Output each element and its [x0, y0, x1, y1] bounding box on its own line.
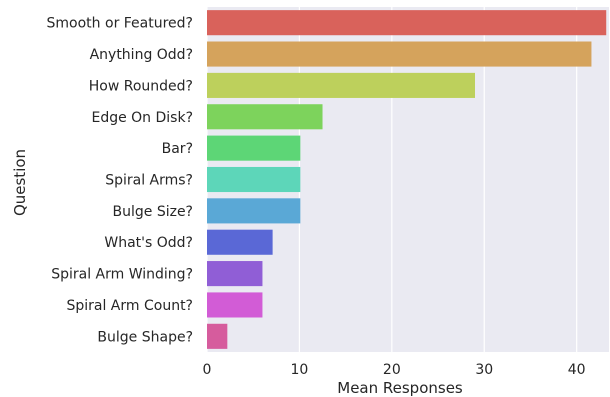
bar — [207, 72, 475, 98]
bar — [207, 323, 228, 349]
x-tick-label: 30 — [475, 362, 493, 378]
y-tick-label: How Rounded? — [89, 78, 193, 94]
y-tick-label: Spiral Arm Winding? — [51, 267, 193, 283]
bar — [207, 10, 607, 36]
x-tick-label: 20 — [383, 362, 401, 378]
y-tick-label: Bulge Size? — [113, 204, 194, 220]
x-tick-label: 40 — [568, 362, 586, 378]
bar — [207, 104, 323, 130]
y-tick-labels: Smooth or Featured? Anything Odd? How Roun… — [47, 16, 193, 346]
bar — [207, 198, 301, 224]
y-tick-label: Bar? — [162, 141, 193, 157]
x-tick-label: 0 — [203, 362, 212, 378]
y-tick-label: Smooth or Featured? — [47, 16, 193, 32]
bar — [207, 261, 263, 287]
y-tick-label: What's Odd? — [104, 235, 193, 251]
x-axis-label: Mean Responses — [337, 379, 463, 397]
y-tick-label: Edge On Disk? — [91, 110, 193, 126]
x-tick-labels: 0 10 20 30 40 — [203, 362, 586, 378]
x-tick-label: 10 — [290, 362, 308, 378]
bar — [207, 166, 301, 193]
bar — [207, 229, 273, 255]
y-tick-label: Anything Odd? — [90, 47, 193, 63]
y-axis-label: Question — [11, 149, 29, 216]
bar — [207, 41, 592, 67]
y-tick-label: Bulge Shape? — [97, 329, 193, 345]
y-tick-label: Spiral Arms? — [105, 173, 193, 189]
bar — [207, 135, 301, 161]
bars — [207, 10, 607, 349]
y-tick-label: Spiral Arm Count? — [66, 298, 193, 314]
bar — [207, 292, 263, 318]
